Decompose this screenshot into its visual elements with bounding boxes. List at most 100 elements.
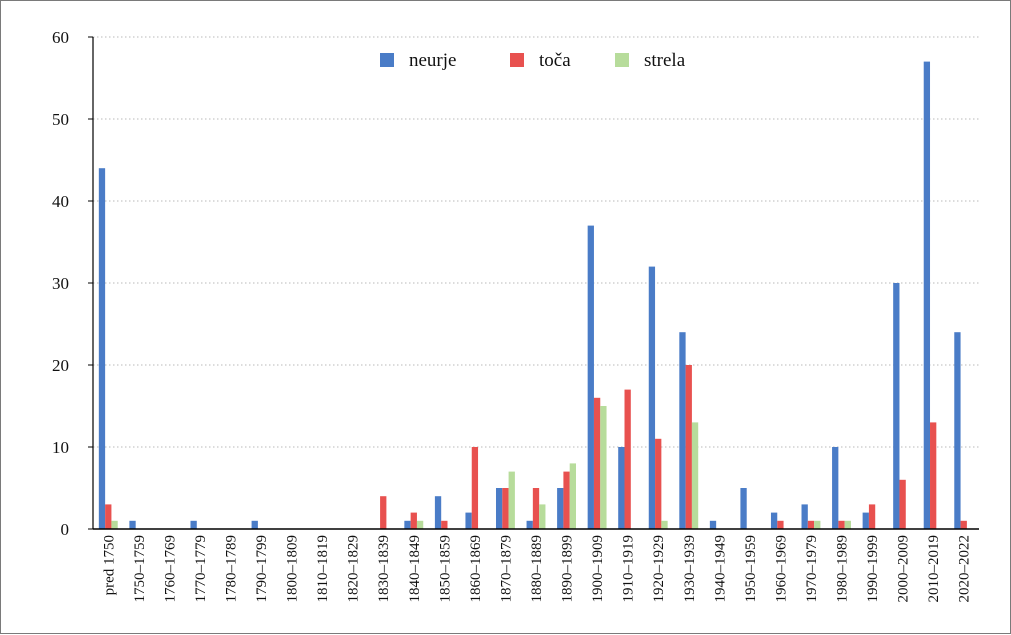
bar-toa-18: [655, 438, 662, 529]
x-tick-label: 1900–1909: [590, 535, 606, 603]
x-tick-label: 1840–1849: [407, 535, 423, 603]
x-tick-label: 1870–1879: [498, 535, 514, 603]
bar-toa-10: [410, 512, 417, 529]
bar-toa-13: [502, 488, 509, 529]
gridlines: [93, 36, 979, 448]
y-tick-label: 0: [61, 520, 70, 539]
bar-neurje-28: [954, 332, 961, 529]
bar-toa-12: [471, 447, 479, 529]
bar-neurje-15: [557, 488, 564, 529]
legend-label: strela: [644, 50, 686, 71]
legend-swatch-toa: [510, 53, 524, 67]
y-tick-label: 40: [52, 192, 69, 211]
bar-toa-16: [593, 397, 601, 529]
bar-toa-23: [807, 520, 815, 529]
bar-neurje-12: [465, 512, 472, 529]
x-tick-label: 1980–1989: [835, 535, 851, 603]
bar-neurje-10: [404, 520, 411, 529]
x-tick-label: 1880–1889: [529, 535, 545, 603]
bar-toa-25: [868, 504, 876, 529]
x-tick-label: 1790–1799: [254, 535, 270, 603]
bar-neurje-16: [587, 225, 594, 529]
bar-neurje-20: [709, 520, 717, 529]
x-tick-label: 2000–2009: [896, 535, 912, 603]
bar-neurje-19: [679, 332, 686, 529]
legend-swatch-strela: [615, 53, 629, 67]
bar-toa-14: [532, 488, 540, 529]
bar-strela-15: [569, 463, 577, 529]
y-tick-label: 20: [52, 356, 69, 375]
y-tick-labels: 0 10 20 30 40 50 60: [52, 28, 69, 539]
x-tick-label: 1940–1949: [712, 535, 728, 603]
x-tick-label: 1910–1919: [621, 535, 637, 603]
bar-neurje-1: [129, 520, 136, 529]
legend-label: neurje: [409, 50, 456, 71]
bar-strela-0: [111, 520, 118, 529]
bars: [98, 61, 967, 529]
bar-neurje-0: [98, 168, 106, 529]
bar-neurje-18: [648, 266, 656, 529]
axes: [88, 36, 979, 530]
x-tick-label: 1810–1819: [315, 535, 331, 603]
x-tick-label: 2020–2022: [957, 535, 973, 603]
x-tick-label: 1960–1969: [773, 535, 789, 603]
x-tick-label: pred 1750: [101, 535, 117, 595]
bar-strela-16: [600, 406, 607, 529]
bar-strela-23: [814, 520, 821, 529]
x-tick-label: 1820–1829: [346, 535, 362, 603]
bar-neurje-13: [495, 488, 503, 529]
x-tick-label: 1990–1999: [865, 535, 881, 603]
x-tick-label: 1750–1759: [132, 535, 148, 603]
bar-neurje-24: [832, 447, 839, 529]
bar-toa-17: [624, 389, 631, 529]
bar-strela-10: [416, 520, 424, 529]
x-tick-label: 1850–1859: [437, 535, 453, 603]
x-tick-label: 1760–1769: [162, 535, 178, 603]
bar-toa-11: [441, 520, 448, 529]
legend: neurje toča strela: [380, 50, 686, 71]
x-tick-label: 1970–1979: [804, 535, 820, 603]
bar-neurje-14: [526, 520, 533, 529]
bar-neurje-5: [251, 520, 258, 529]
bar-strela-14: [539, 504, 546, 529]
x-tick-label: 1860–1869: [468, 535, 484, 603]
x-tick-label: 1830–1839: [376, 535, 392, 603]
bar-toa-28: [960, 520, 967, 529]
x-tick-label: 1930–1939: [682, 535, 698, 603]
bar-neurje-22: [770, 512, 778, 529]
x-tick-label: 2010–2019: [926, 535, 942, 603]
x-tick-label: 1800–1809: [285, 535, 301, 603]
bar-toa-27: [930, 422, 937, 529]
x-tick-label: 1950–1959: [743, 535, 759, 603]
x-tick-label: 1770–1779: [193, 535, 209, 603]
bar-neurje-26: [893, 283, 900, 529]
bar-strela-13: [508, 471, 515, 529]
y-tick-label: 50: [52, 110, 69, 129]
bar-toa-24: [838, 520, 845, 529]
x-tick-label: 1780–1789: [223, 535, 239, 603]
bar-neurje-21: [740, 488, 747, 529]
legend-swatch-neurje: [380, 53, 394, 67]
bar-strela-19: [691, 422, 699, 529]
bar-neurje-11: [434, 496, 442, 529]
y-tick-label: 60: [52, 28, 69, 47]
bar-toa-22: [777, 520, 784, 529]
bar-toa-26: [899, 479, 906, 529]
bar-neurje-25: [862, 512, 869, 529]
legend-label: toča: [539, 50, 571, 71]
bar-toa-9: [380, 496, 387, 529]
x-tick-labels: pred 1750 1750–1759 1760–1769 1770–1779 1780…: [101, 535, 972, 603]
bar-toa-0: [105, 504, 112, 529]
bar-neurje-17: [618, 447, 625, 529]
bar-neurje-3: [190, 520, 197, 529]
bar-toa-15: [563, 471, 570, 529]
x-tick-label: 1920–1929: [651, 535, 667, 603]
bar-neurje-23: [801, 504, 808, 529]
bar-strela-24: [844, 520, 851, 529]
y-tick-label: 10: [52, 438, 69, 457]
bar-strela-18: [661, 520, 668, 529]
y-tick-label: 30: [52, 274, 69, 293]
x-tick-label: 1890–1899: [560, 535, 576, 603]
